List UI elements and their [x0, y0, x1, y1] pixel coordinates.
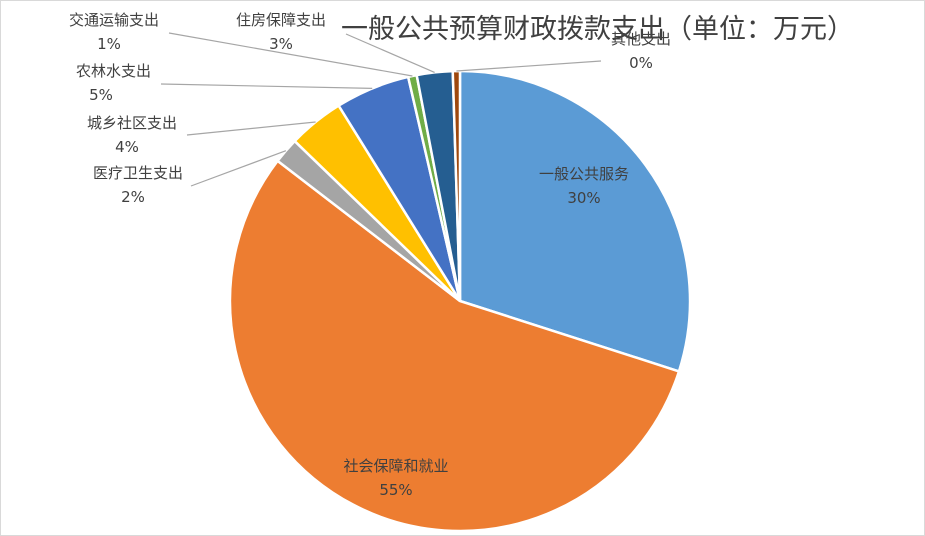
slice-label: 社会保障和就业: [343, 457, 448, 475]
slice-label: 医疗卫生支出: [93, 164, 183, 182]
slice-percent-label: 5%: [89, 86, 113, 104]
slice-label: 其他支出: [611, 30, 671, 48]
chart-title: 一般公共预算财政拨款支出（单位：万元）: [341, 14, 854, 45]
slice-percent-label: 0%: [629, 54, 653, 72]
slice-percent-label: 4%: [115, 138, 139, 156]
slice-percent-label: 2%: [121, 188, 145, 206]
slice-label: 农林水支出: [76, 62, 151, 80]
slice-label: 城乡社区支出: [87, 114, 177, 132]
slice-label: 一般公共服务: [539, 165, 629, 183]
slice-percent-label: 3%: [269, 35, 293, 53]
leader-lines: [160, 32, 602, 187]
slice-percent-label: 1%: [97, 35, 121, 53]
pie-slice: [458, 69, 692, 373]
leader-line: [186, 121, 316, 136]
slice-labels: 一般公共服务 30% 社会保障和就业 55% 医疗卫生支出 2% 城乡社区支出 4% 农林水支出…: [69, 11, 671, 499]
slice-label: 住房保障支出: [236, 11, 326, 29]
leader-line: [345, 33, 435, 73]
slice-percent-label: 55%: [379, 481, 412, 499]
leader-line: [168, 32, 413, 77]
leader-line: [456, 60, 602, 72]
pie-slices: [228, 69, 692, 533]
leader-line: [160, 83, 373, 89]
slice-percent-label: 30%: [567, 189, 600, 207]
leader-line: [190, 150, 287, 187]
pie-slice: [228, 159, 681, 533]
slice-label: 交通运输支出: [69, 11, 159, 29]
